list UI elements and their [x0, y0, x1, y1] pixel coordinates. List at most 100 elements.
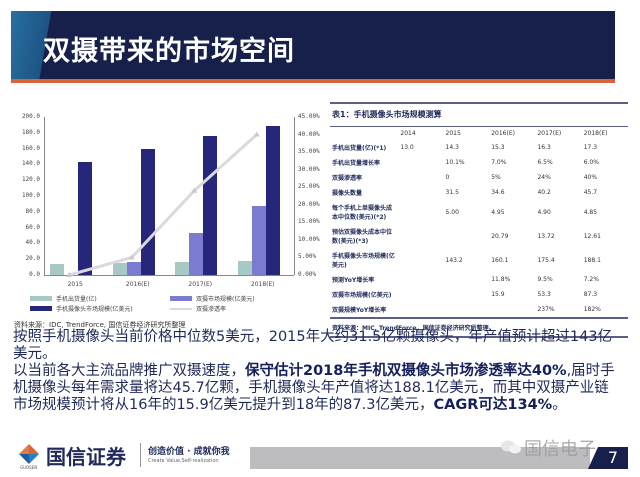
row-label: 手机摄像头市场规模(亿美元): [332, 253, 395, 269]
paragraph-2: 以当前各大主流品牌推广双摄速度，保守估计2018年手机双摄像头市场渗透率达40%…: [13, 363, 618, 414]
p2-cagr: CAGR可达134%: [433, 397, 553, 413]
row-label: 手机出货量增长率: [332, 160, 381, 167]
footer: 国信证券 GUOSEN 创造价值 · 成就你我 Create Value,Sel…: [0, 437, 640, 477]
table-cell: 20.79: [491, 232, 509, 240]
table-cell: 7.0%: [491, 159, 507, 166]
row-label: 摄像头数量: [332, 190, 363, 197]
table-title: 表1：手机摄像头市场规模测算: [332, 110, 442, 119]
left-tick-label: 120.0: [21, 176, 40, 184]
table-cell: [444, 302, 490, 317]
p2-end: 。: [552, 397, 567, 413]
table-row: 预估双摄像头成本中位数(美元)(*3) 20.79 13.72 12.61: [330, 224, 628, 248]
table-cell: [398, 272, 443, 287]
title-accent-line: [11, 79, 615, 83]
legend-label: 手机摄像头市场规模(亿美元): [56, 306, 133, 313]
chart-source: 资料来源：IDC, TrendForce, 国信证券经济研究所整理: [14, 321, 186, 329]
right-tick-label: 25.00%: [298, 183, 320, 191]
right-tick-label: 10.00%: [298, 235, 320, 243]
table-row: 预测YoY增长率 11.8% 9.5% 7.2%: [330, 272, 628, 287]
right-tick-label: 15.00%: [298, 218, 320, 226]
right-tick-label: 20.00%: [298, 200, 320, 208]
legend-label: 双摄渗透率: [196, 306, 227, 313]
chart-bar: [78, 161, 92, 275]
market-chart: 200.0 180.0 160.0 140.0 120.0 100.0 80.0 60.0 40…: [0, 100, 330, 320]
x-tick-label: 2016(E): [125, 281, 150, 288]
legend-swatch: [30, 296, 52, 301]
table-cell: [398, 200, 443, 224]
company-name-en: GUOSEN: [20, 465, 38, 470]
table-header-row: 2014 2015 2016(E) 2017(E) 2018(E): [330, 127, 628, 140]
table-cell: 87.3: [583, 291, 598, 298]
left-tick-label: 160.0: [21, 144, 40, 152]
left-axis: [44, 117, 45, 275]
table-cell: 40%: [583, 174, 598, 181]
table-header-cell: 2016(E): [491, 130, 515, 137]
row-label: 预估双摄像头成本中位数(美元)(*3): [332, 229, 393, 245]
right-tick-label: 45.00%: [298, 113, 320, 120]
table-header-cell: 2014: [400, 130, 416, 137]
table-row: 每个手机上单摄像头成本中位数(美元)(*2) 5.00 4.95 4.90 4.85: [330, 200, 628, 224]
row-label: 每个手机上单摄像头成本中位数(美元)(*2): [332, 205, 393, 221]
table-cell: 13.0: [400, 144, 414, 151]
right-tick-label: 35.00%: [298, 148, 320, 156]
x-tick-label: 2015: [67, 281, 83, 288]
table-cell: 53.3: [537, 291, 551, 298]
chart-bar: [50, 263, 64, 275]
right-tick-label: 0.00%: [298, 271, 317, 278]
table-row: 手机摄像头市场规模(亿美元) 143.2 160.1 175.4 188.1: [330, 248, 628, 272]
table-cell: [398, 155, 443, 170]
table-cell: 143.2: [445, 256, 463, 264]
title-stripe-decoration: [11, 11, 71, 83]
page-number-box: 7: [588, 447, 628, 469]
table-source-text: 资料来源：MIC, TrendForce，国信证券经济研究所整理: [332, 325, 489, 332]
table-cell: 188.1: [583, 256, 601, 264]
title-bar: 双摄带来的市场空间: [11, 11, 615, 83]
table-cell: 4.90: [537, 208, 551, 216]
table-cell: 14.3: [445, 144, 459, 151]
p2-text-a: 以当前各大主流品牌推广双摄速度，: [13, 363, 245, 379]
watermark-text: 国信电子: [524, 439, 596, 460]
right-axis: [294, 117, 295, 275]
table-row: 双摄市场规模(亿美元) 15.9 53.3 87.3: [330, 287, 628, 302]
table-cell: 10.1%: [445, 159, 465, 166]
chart-bar: [112, 262, 127, 275]
legend-label: 手机出货量(亿): [56, 296, 97, 303]
left-tick-label: 40.0: [25, 239, 40, 247]
chart-bar: [265, 126, 280, 275]
row-label: 双摄渗透率: [332, 175, 363, 182]
row-label: 双摄规模YoY增长率: [332, 307, 387, 314]
table-cell: [444, 287, 490, 302]
legend-swatch: [170, 296, 192, 301]
table-body: 手机出货量(亿)(*1) 13.0 14.3 15.3 16.3 17.3 手机出货量增长率…: [330, 140, 628, 317]
table-cell: [444, 272, 490, 287]
table-cell: 15.3: [491, 144, 505, 151]
table-header-cell: [330, 127, 398, 140]
left-tick-label: 20.0: [25, 255, 40, 263]
table-cell: 15.9: [491, 291, 505, 298]
table-cell: 0: [445, 174, 450, 181]
p2-highlight: 保守估计2018年手机双摄像头市场渗透率达40%: [245, 363, 567, 379]
table-cell: 5%: [491, 174, 501, 181]
table-cell: [398, 170, 443, 185]
table-cell: 160.1: [491, 256, 509, 264]
p2-text-b: ,届时手机摄像头每年需求量将达45.7亿颗，手机摄像头年产值将达188.1亿美元…: [13, 363, 615, 413]
penetration-line: [66, 131, 260, 277]
table-cell: [398, 287, 443, 302]
left-tick-label: 140.0: [21, 160, 40, 168]
table-cell: 182%: [583, 306, 601, 313]
chart-bar: [251, 206, 266, 275]
slide-title: 双摄带来的市场空间: [43, 36, 295, 67]
table-cell: 5.00: [445, 208, 459, 216]
table-source: 资料来源：MIC, TrendForce，国信证券经济研究所整理: [330, 317, 628, 338]
table-header-cell: 2017(E): [537, 130, 562, 137]
body-text: 按照手机摄像头当前价格中位数5美元，2015年大约31.5亿颗摄像头，年产值预计…: [13, 329, 618, 414]
left-tick-label: 0.0: [29, 271, 40, 278]
legend-item: 双摄市场规模(亿美元): [170, 294, 255, 303]
chart-bar: [126, 262, 141, 275]
table-cell: 4.95: [491, 208, 505, 216]
table-cell: 13.72: [537, 232, 555, 240]
table-cell: 45.7: [583, 189, 598, 196]
legend-item: 手机摄像头市场规模(亿美元): [30, 304, 133, 313]
table-cell: [398, 185, 443, 200]
table-cell: 12.61: [583, 232, 601, 240]
